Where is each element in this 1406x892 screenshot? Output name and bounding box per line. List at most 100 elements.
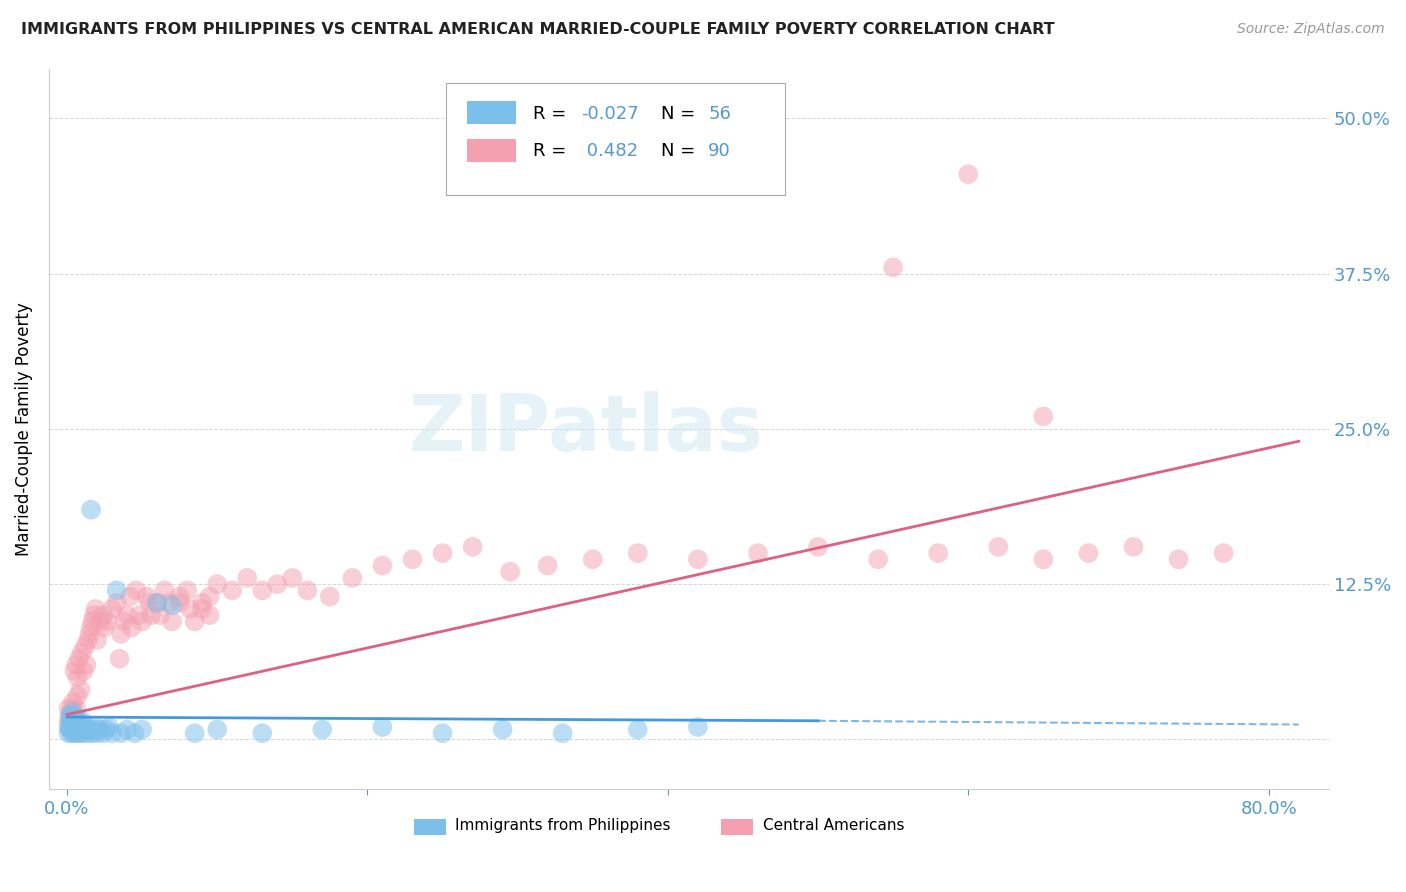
Text: N =: N = [661, 143, 700, 161]
Point [205, 577, 228, 591]
Text: Central Americans: Central Americans [763, 818, 904, 833]
Point [115, 723, 138, 737]
Point [62, 705, 84, 719]
Point [686, 720, 709, 734]
Point [65, 657, 87, 672]
Point [183, 615, 205, 629]
Point [79, 627, 101, 641]
Point [110, 627, 132, 641]
Point [80, 502, 103, 516]
Point [115, 608, 138, 623]
Point [63, 664, 86, 678]
Point [83, 723, 105, 737]
Point [311, 723, 333, 737]
Point [73, 639, 96, 653]
Point [91, 726, 114, 740]
Point [160, 615, 183, 629]
Point [551, 726, 574, 740]
Point [176, 583, 198, 598]
Point [66, 726, 89, 740]
FancyBboxPatch shape [721, 819, 752, 835]
Point [65, 714, 87, 728]
Point [101, 602, 124, 616]
Point [105, 596, 128, 610]
Point [86, 633, 108, 648]
Point [183, 726, 205, 740]
Point [198, 608, 221, 623]
Text: -0.027: -0.027 [581, 105, 640, 123]
Point [686, 552, 709, 566]
Point [58, 720, 80, 734]
Point [125, 583, 148, 598]
Point [101, 726, 124, 740]
Point [65, 701, 87, 715]
Point [747, 546, 769, 560]
Point [236, 571, 259, 585]
Point [70, 723, 93, 737]
Point [957, 167, 980, 181]
Point [432, 726, 454, 740]
Point [108, 651, 131, 665]
Point [73, 723, 96, 737]
Point [60, 714, 83, 728]
Point [72, 664, 94, 678]
Text: Source: ZipAtlas.com: Source: ZipAtlas.com [1237, 22, 1385, 37]
Point [401, 552, 423, 566]
Point [69, 726, 91, 740]
Point [84, 602, 107, 616]
Point [91, 608, 114, 623]
Point [67, 714, 90, 728]
Point [59, 707, 82, 722]
Point [79, 723, 101, 737]
Point [157, 596, 180, 610]
Point [491, 723, 513, 737]
Point [59, 707, 82, 722]
Point [59, 720, 82, 734]
Point [179, 602, 201, 616]
Point [135, 590, 157, 604]
Point [1077, 546, 1099, 560]
Point [82, 726, 104, 740]
Point [86, 726, 108, 740]
Point [82, 615, 104, 629]
Point [139, 608, 162, 623]
FancyBboxPatch shape [467, 101, 516, 124]
Point [153, 583, 176, 598]
Point [83, 608, 105, 623]
Point [67, 723, 90, 737]
Point [84, 720, 107, 734]
Point [59, 723, 82, 737]
Point [70, 714, 93, 728]
Point [77, 726, 100, 740]
Text: IMMIGRANTS FROM PHILIPPINES VS CENTRAL AMERICAN MARRIED-COUPLE FAMILY POVERTY CO: IMMIGRANTS FROM PHILIPPINES VS CENTRAL A… [21, 22, 1054, 37]
Point [807, 540, 830, 554]
Point [62, 723, 84, 737]
Point [281, 571, 304, 585]
Point [124, 726, 146, 740]
Point [131, 723, 153, 737]
Point [70, 645, 93, 659]
Point [1122, 540, 1144, 554]
Point [1032, 409, 1054, 424]
Point [319, 590, 342, 604]
Point [72, 726, 94, 740]
Text: R =: R = [533, 143, 572, 161]
Point [1167, 552, 1189, 566]
Point [60, 717, 83, 731]
Point [146, 596, 169, 610]
Point [627, 546, 650, 560]
Point [149, 608, 172, 623]
Point [58, 701, 80, 715]
Point [987, 540, 1010, 554]
Point [110, 726, 132, 740]
Point [62, 720, 84, 734]
Point [69, 682, 91, 697]
Point [60, 710, 83, 724]
Point [582, 552, 605, 566]
Point [499, 565, 522, 579]
Point [128, 608, 150, 623]
Point [121, 621, 143, 635]
Point [63, 726, 86, 740]
Y-axis label: Married-Couple Family Poverty: Married-Couple Family Poverty [15, 302, 32, 556]
Point [59, 714, 82, 728]
